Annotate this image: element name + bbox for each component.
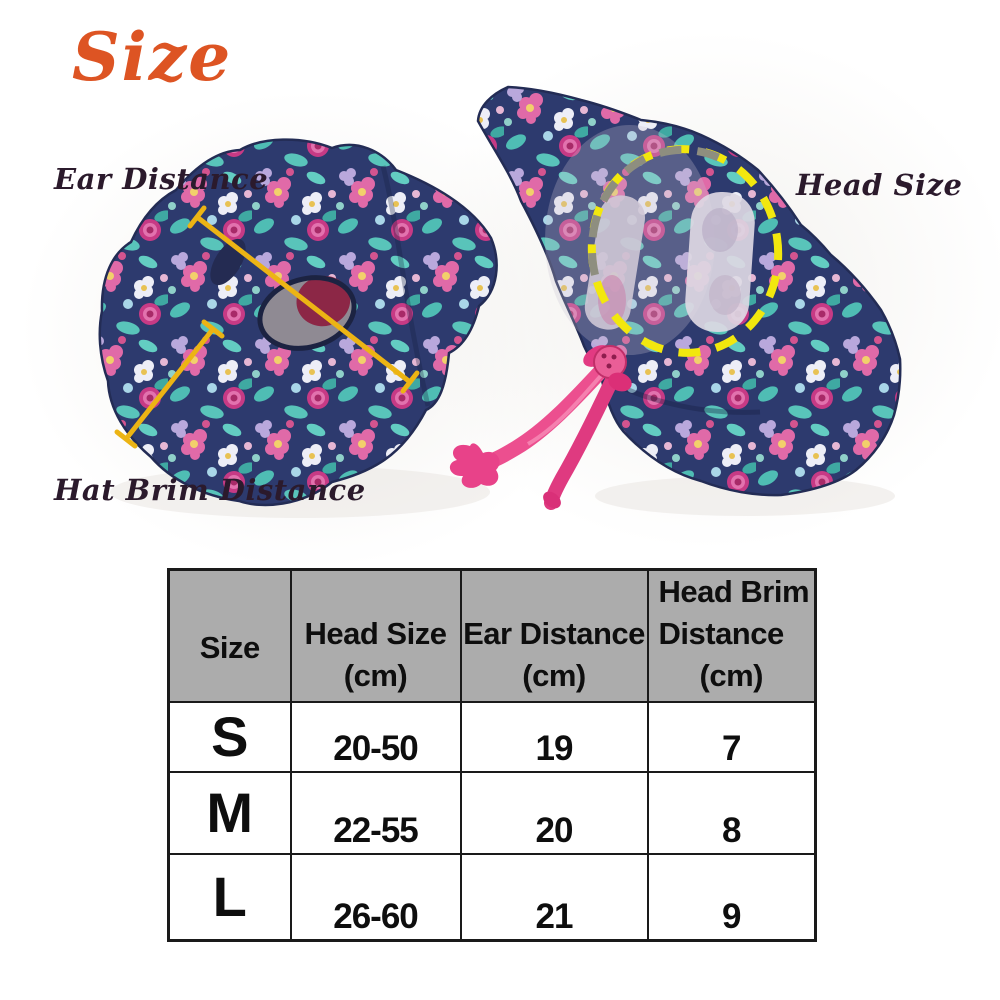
cell-size-s: S xyxy=(167,701,292,773)
cell-head-brim-l: 9 xyxy=(646,853,817,941)
cell-head-brim-m: 8 xyxy=(646,771,817,855)
header-head-brim-distance: Head Brim Distance (cm) xyxy=(646,568,817,703)
table-row-l: L 26-60 21 9 xyxy=(167,853,817,941)
ribbon-toggle-bead xyxy=(593,345,632,392)
ribbon-end-crumple xyxy=(449,443,500,488)
left-hat xyxy=(98,138,498,507)
cell-size-l: L xyxy=(167,853,292,941)
table-row-s: S 20-50 19 7 xyxy=(167,701,817,773)
head-size-label: Head Size xyxy=(796,168,963,202)
chin-strap-ribbon xyxy=(449,345,632,510)
cell-ear-distance-l: 21 xyxy=(459,853,649,941)
cell-ear-distance-m: 20 xyxy=(459,771,649,855)
ear-distance-measure-line xyxy=(187,205,420,394)
left-hat-fold-line xyxy=(380,165,431,407)
size-table-header-row: Size Head Size (cm) Ear Distance (cm) He… xyxy=(167,568,817,703)
hat-brim-measure-line xyxy=(114,319,225,449)
head-size-dashed-ellipse xyxy=(587,145,783,357)
header-head-size: Head Size (cm) xyxy=(289,568,462,703)
header-ear-distance: Ear Distance (cm) xyxy=(459,568,649,703)
hat-brim-distance-label: Hat Brim Distance xyxy=(54,473,366,507)
cell-head-size-m: 22-55 xyxy=(289,771,462,855)
right-hat xyxy=(449,85,902,510)
page-title: Size xyxy=(72,18,233,96)
header-size: Size xyxy=(167,568,292,703)
table-row-m: M 22-55 20 8 xyxy=(167,771,817,855)
ear-distance-label: Ear Distance xyxy=(54,162,269,196)
right-hat-interior-panels xyxy=(545,125,755,355)
size-table: Size Head Size (cm) Ear Distance (cm) He… xyxy=(167,568,817,942)
cell-size-m: M xyxy=(167,771,292,855)
cell-head-size-s: 20-50 xyxy=(289,701,462,773)
cell-head-size-l: 26-60 xyxy=(289,853,462,941)
cell-head-brim-s: 7 xyxy=(646,701,817,773)
cell-ear-distance-s: 19 xyxy=(459,701,649,773)
left-hat-ear-opening xyxy=(257,275,357,351)
